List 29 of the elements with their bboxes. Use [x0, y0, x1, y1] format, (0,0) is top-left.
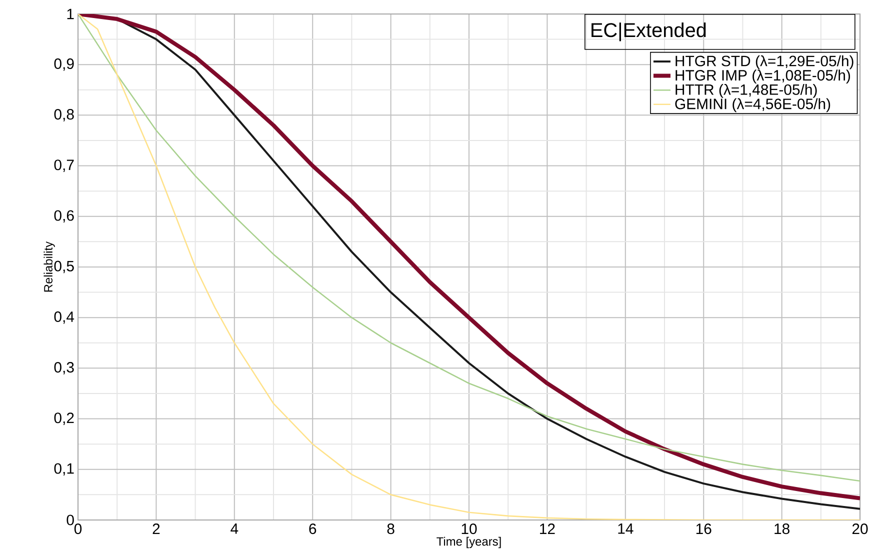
x-tick-label: 12 [540, 524, 555, 534]
x-tick-label: 18 [774, 524, 790, 534]
y-tick-label: 0,2 [54, 412, 74, 425]
y-tick-label: 1 [67, 8, 74, 20]
y-tick-label: 0,6 [54, 210, 74, 223]
x-tick-label: 6 [309, 524, 316, 534]
legend-title: EC|Extended [592, 22, 706, 42]
x-tick-label: 16 [696, 524, 712, 534]
y-tick-label: 0,7 [54, 160, 74, 172]
legend-label: HTGR IMP (λ=1,08E-05/h) [676, 70, 850, 84]
x-tick-label: 10 [462, 524, 477, 534]
legend-label: HTGR STD (λ=1,29E-05/h) [676, 55, 854, 70]
x-axis-title: Time [years] [436, 536, 501, 548]
x-tick-label: 4 [230, 524, 238, 534]
x-tick-label: 0 [74, 524, 82, 534]
y-tick-label: 0,9 [54, 58, 74, 71]
y-tick-label: 0,1 [54, 463, 74, 476]
y-tick-label: 0,3 [54, 362, 74, 374]
legend-label: HTTR (λ=1,48E-05/h) [676, 84, 817, 98]
y-tick-label: 0,5 [54, 260, 74, 274]
x-tick-label: 14 [618, 524, 634, 534]
x-tick-label: 20 [852, 524, 868, 534]
x-tick-label: 2 [152, 524, 160, 534]
y-axis-title: Reliability [44, 241, 55, 292]
y-tick-label: 0 [66, 514, 74, 526]
x-tick-label: 8 [387, 524, 394, 534]
y-tick-label: 0,8 [54, 109, 74, 122]
legend-label: GEMINI (λ=4,56E-05/h) [675, 98, 830, 112]
y-tick-label: 0,4 [54, 311, 74, 324]
